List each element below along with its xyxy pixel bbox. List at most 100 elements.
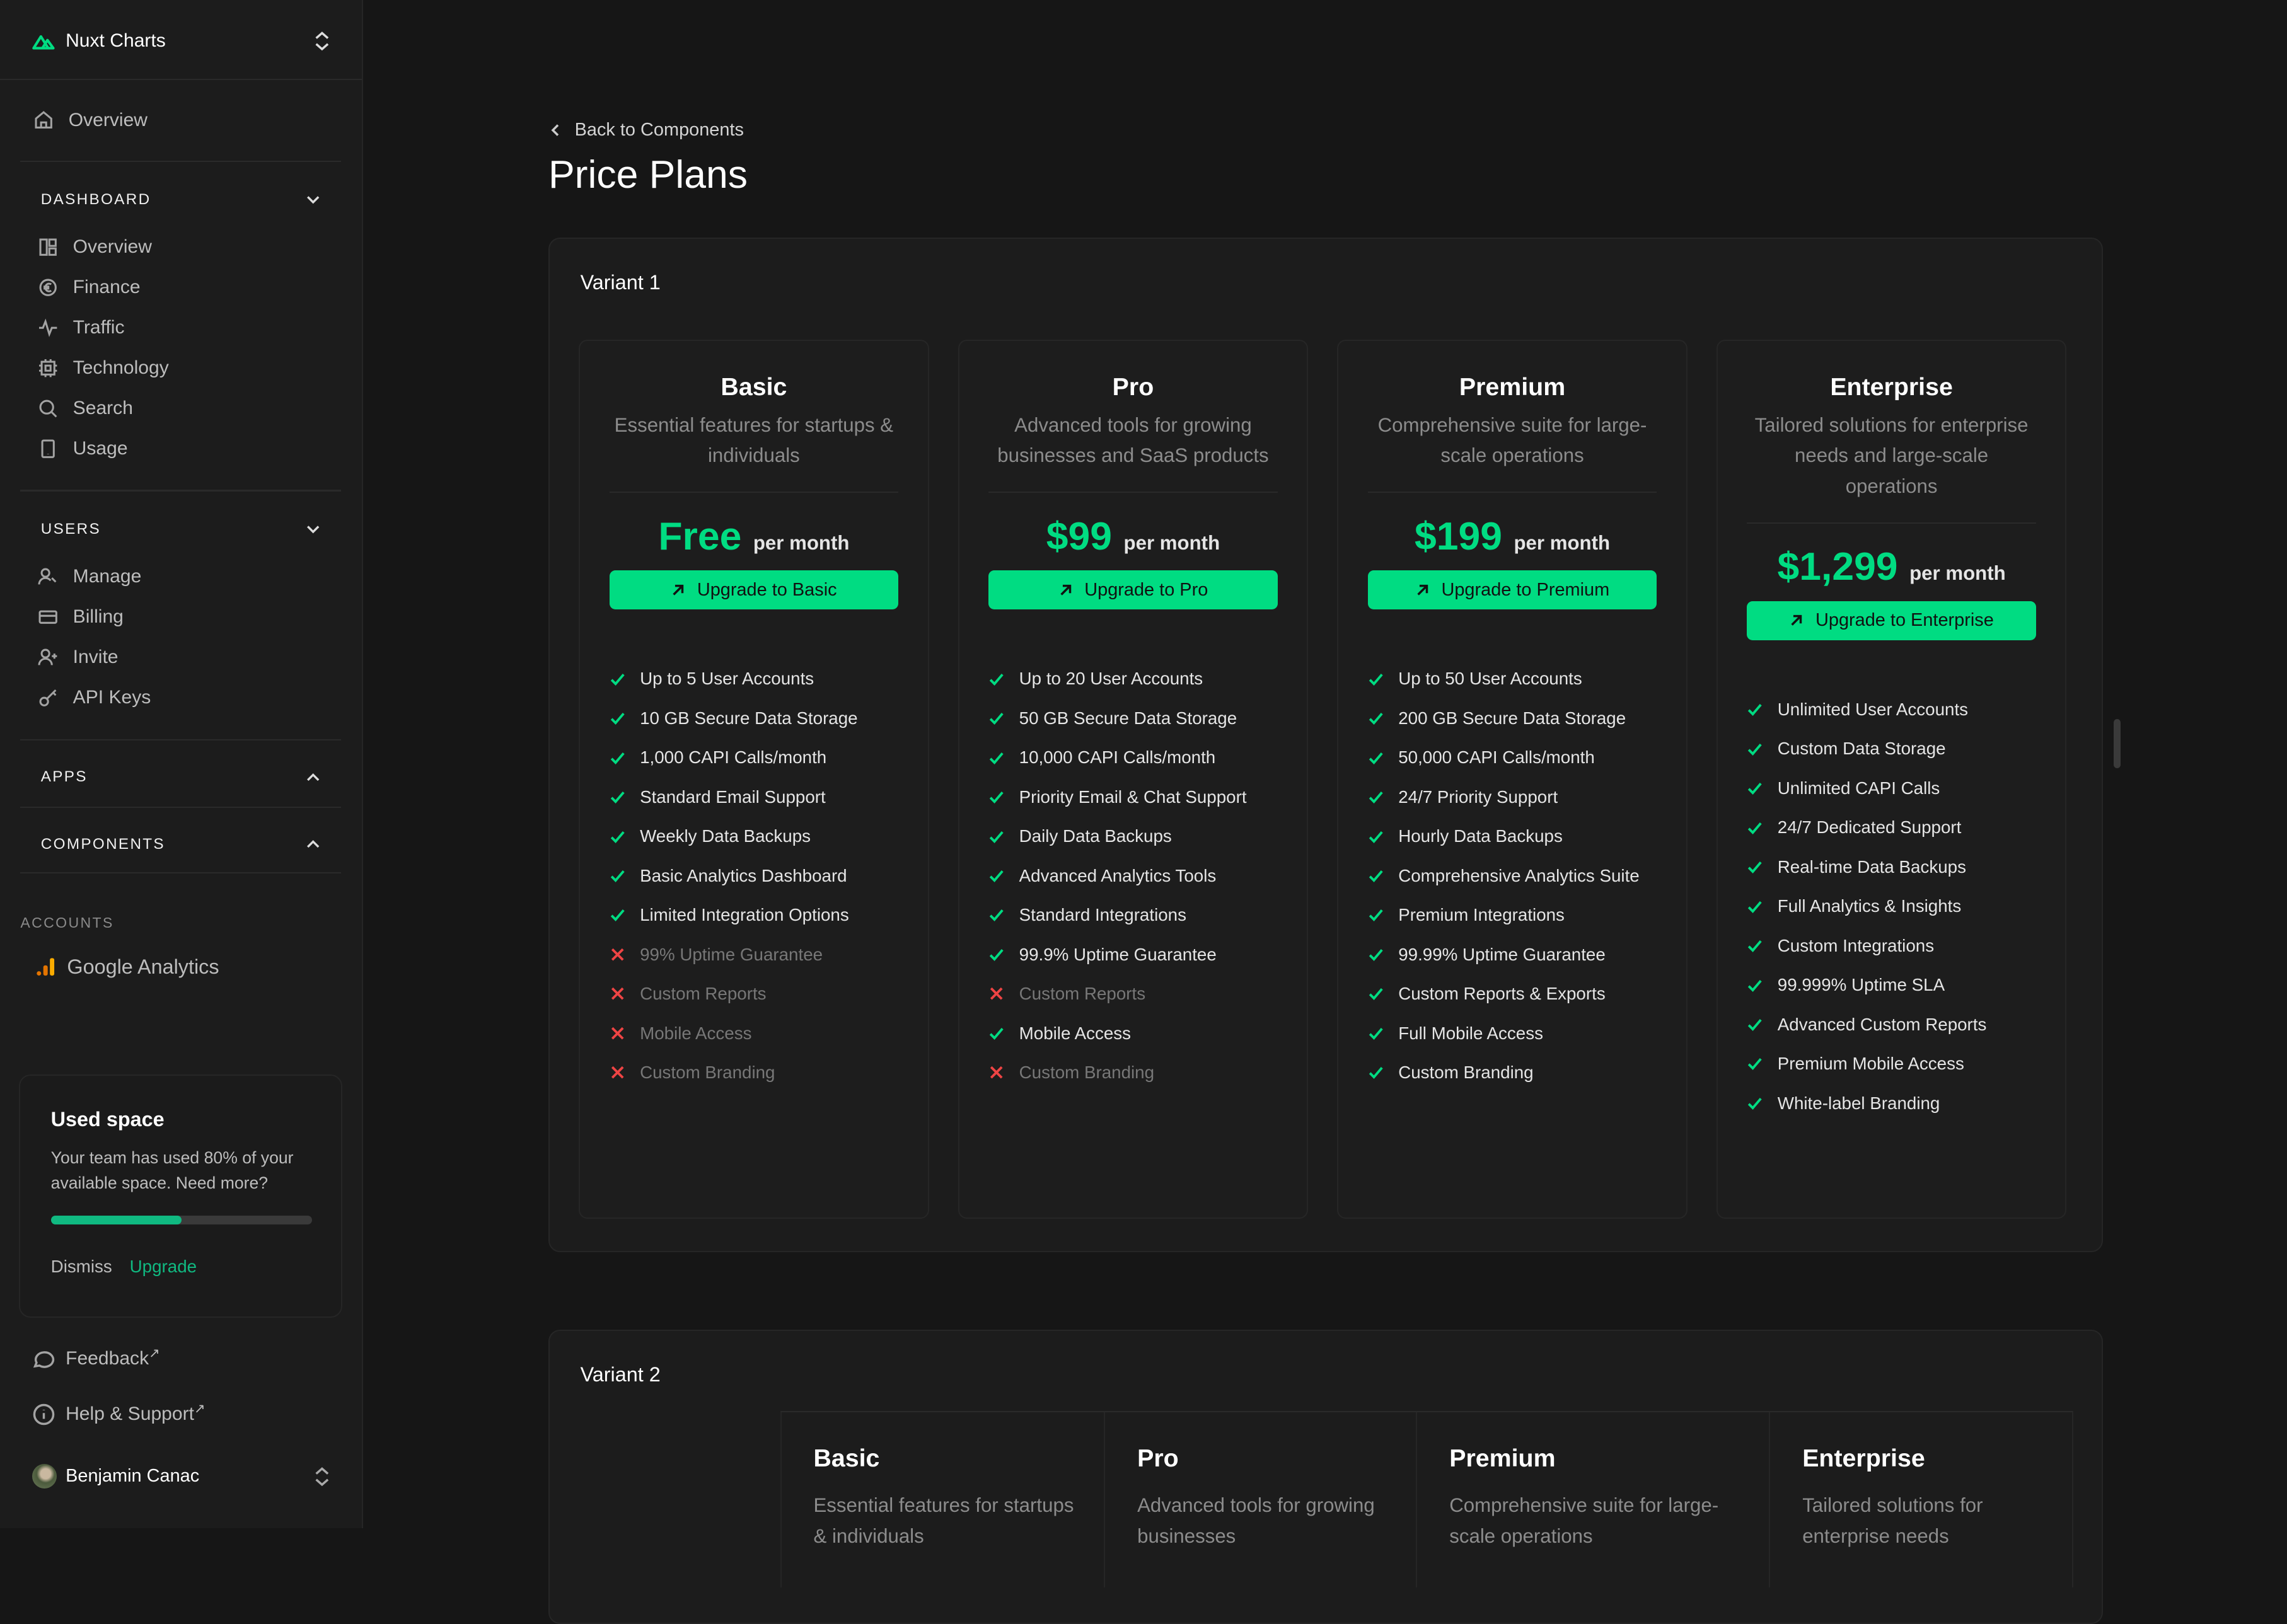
- upgrade-button[interactable]: Upgrade to Pro: [988, 570, 1278, 610]
- home-icon: [35, 111, 53, 129]
- feature-text: Full Analytics & Insights: [1777, 896, 1962, 916]
- feature-item: Custom Reports: [988, 971, 1278, 1016]
- nav-finance[interactable]: Finance: [38, 277, 141, 298]
- v2-plan-premium: Premium Comprehensive suite for large-sca…: [1417, 1412, 1771, 1588]
- account-google-analytics[interactable]: Google Analytics: [35, 955, 219, 979]
- check-icon: [1748, 1058, 1762, 1071]
- section-title: APPS: [40, 768, 88, 786]
- plan-card-basic: Basic Essential features for startups & i…: [579, 339, 929, 1219]
- feature-item: Premium Integrations: [1368, 892, 1657, 938]
- feature-item: Unlimited User Accounts: [1747, 687, 2036, 732]
- nav-search[interactable]: Search: [38, 398, 133, 419]
- price-period: per month: [1123, 531, 1220, 554]
- upgrade-link[interactable]: Upgrade: [129, 1257, 197, 1277]
- feature-item: Custom Data Storage: [1747, 727, 2036, 772]
- feedback-link[interactable]: Feedback ↗: [32, 1346, 160, 1371]
- price-amount: $99: [1046, 514, 1113, 558]
- button-label: Upgrade to Pro: [1084, 579, 1208, 600]
- feature-text: 99.99% Uptime Guarantee: [1398, 944, 1606, 964]
- feature-item: Basic Analytics Dashboard: [610, 853, 899, 899]
- feature-item: Custom Integrations: [1747, 923, 2036, 969]
- feature-item: Advanced Analytics Tools: [988, 853, 1278, 899]
- check-icon: [610, 792, 625, 804]
- feature-item: 24/7 Priority Support: [1368, 775, 1657, 820]
- nav-invite[interactable]: Invite: [38, 646, 119, 668]
- check-icon: [610, 909, 625, 922]
- help-link[interactable]: Help & Support ↗: [32, 1401, 206, 1426]
- button-label: Upgrade to Premium: [1441, 579, 1610, 600]
- feature-item: 99% Uptime Guarantee: [610, 932, 899, 977]
- v2-plan-basic: Basic Essential features for startups & i…: [782, 1412, 1106, 1588]
- price-period: per month: [1909, 562, 2006, 585]
- feature-text: Real-time Data Backups: [1777, 856, 1966, 877]
- used-space-text: Your team has used 80% of your available…: [50, 1148, 294, 1192]
- nav-api-keys[interactable]: API Keys: [38, 687, 151, 708]
- button-label: Upgrade to Basic: [697, 579, 837, 600]
- nav-overview[interactable]: Overview: [38, 236, 152, 258]
- section-components[interactable]: COMPONENTS: [41, 836, 321, 853]
- nav-technology[interactable]: Technology: [38, 357, 169, 379]
- feature-list: Up to 5 User Accounts 10 GB Secure Data S…: [610, 657, 899, 1095]
- upgrade-button[interactable]: Upgrade to Enterprise: [1747, 601, 2036, 641]
- feature-text: Advanced Analytics Tools: [1019, 865, 1217, 885]
- plan-description: Essential features for startups & indivi…: [609, 410, 899, 493]
- avatar: [32, 1464, 57, 1489]
- feature-item: 99.9% Uptime Guarantee: [988, 932, 1278, 977]
- price-amount: Free: [658, 514, 742, 558]
- section-apps[interactable]: APPS: [41, 768, 321, 786]
- upgrade-button[interactable]: Upgrade to Premium: [1367, 570, 1657, 610]
- back-link[interactable]: Back to Components: [548, 120, 744, 141]
- chat-bubble-icon: [33, 1351, 55, 1368]
- price-amount: $199: [1414, 514, 1502, 558]
- nav-label: Search: [72, 398, 133, 419]
- nav-traffic[interactable]: Traffic: [38, 317, 125, 338]
- team-switcher[interactable]: Nuxt Charts: [32, 26, 331, 55]
- feature-text: 200 GB Secure Data Storage: [1398, 708, 1626, 728]
- feature-item: Custom Branding: [610, 1050, 899, 1095]
- feature-text: Limited Integration Options: [640, 905, 849, 925]
- key-icon: [39, 689, 57, 706]
- feature-text: Hourly Data Backups: [1398, 826, 1563, 846]
- section-users[interactable]: USERS: [41, 521, 321, 538]
- arrow-up-right-icon: [1791, 615, 1802, 626]
- feature-text: 99.999% Uptime SLA: [1777, 975, 1945, 995]
- check-icon: [989, 713, 1004, 725]
- feature-item: Mobile Access: [610, 1011, 899, 1056]
- check-icon: [1748, 1019, 1762, 1031]
- dismiss-button[interactable]: Dismiss: [50, 1257, 112, 1277]
- upgrade-button[interactable]: Upgrade to Basic: [609, 570, 899, 610]
- feature-text: Basic Analytics Dashboard: [640, 865, 847, 885]
- check-icon: [989, 948, 1004, 961]
- external-link-icon: ↗: [194, 1401, 206, 1416]
- feature-text: 10 GB Secure Data Storage: [640, 708, 858, 728]
- nav-label: Help & Support: [66, 1403, 194, 1425]
- check-icon: [1748, 783, 1762, 795]
- check-icon: [610, 752, 625, 764]
- feature-item: Custom Branding: [1368, 1050, 1657, 1095]
- plan-description: Comprehensive suite for large-scale oper…: [1449, 1494, 1719, 1547]
- feature-item: Custom Branding: [988, 1050, 1278, 1095]
- arrow-up-right-icon: [673, 584, 684, 596]
- nav-label: Invite: [72, 646, 119, 667]
- used-space-progress: [50, 1216, 312, 1225]
- check-icon: [989, 792, 1004, 804]
- scrollbar-thumb[interactable]: [2113, 718, 2121, 769]
- plan-description: Advanced tools for growing businesses an…: [988, 410, 1278, 493]
- nav-billing[interactable]: Billing: [38, 606, 124, 628]
- nav-manage[interactable]: Manage: [38, 566, 141, 587]
- user-menu[interactable]: Benjamin Canac: [32, 1464, 331, 1489]
- section-dashboard[interactable]: DASHBOARD: [41, 191, 321, 209]
- check-icon: [1369, 792, 1383, 804]
- feature-item: Comprehensive Analytics Suite: [1368, 853, 1657, 899]
- feature-text: Custom Branding: [640, 1063, 775, 1083]
- sidebar: Nuxt Charts Overview DASHBOARD Overview F…: [0, 0, 363, 1528]
- feature-text: Unlimited User Accounts: [1777, 699, 1969, 719]
- variant-1-card: Variant 1 Basic Essential features for st…: [548, 238, 2103, 1252]
- feature-text: Advanced Custom Reports: [1777, 1014, 1987, 1034]
- plan-description: Advanced tools for growing businesses: [1137, 1494, 1375, 1547]
- plan-description: Comprehensive suite for large-scale oper…: [1367, 410, 1657, 493]
- nav-overview[interactable]: Overview: [33, 110, 148, 131]
- nav-label: Overview: [68, 109, 148, 130]
- nav-usage[interactable]: Usage: [38, 438, 128, 459]
- progress-fill: [50, 1216, 182, 1225]
